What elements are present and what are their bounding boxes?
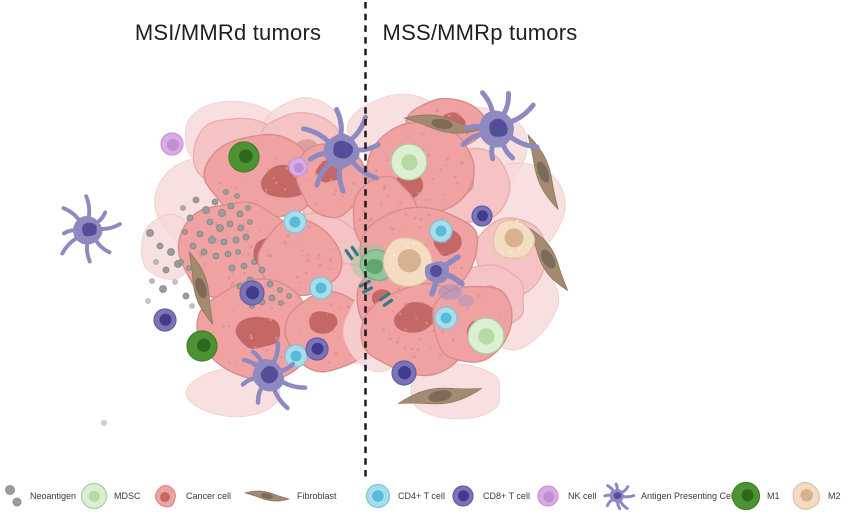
right-panel-title: MSS/MMRp tumors	[382, 20, 578, 45]
legend-label-cancer: Cancer cell	[186, 491, 232, 501]
legend-item-cancer: Cancer cell	[152, 478, 231, 514]
legend-label-apc: Antigen Presenting Cell	[641, 491, 736, 501]
receptor-icon	[378, 292, 394, 307]
cd4-cell	[434, 306, 458, 330]
legend-item-fibroblast: Fibroblast	[243, 478, 337, 514]
apc-cells	[60, 90, 540, 411]
neoantigen-dots	[101, 189, 292, 426]
legend-label-mdsc: MDSC	[114, 491, 141, 501]
cd4-cell	[309, 276, 333, 300]
apc-icon	[603, 482, 635, 511]
fibroblast	[397, 387, 483, 405]
legend-label-neoantigen: Neoantigen	[30, 491, 77, 501]
m2-cell	[492, 219, 536, 259]
interaction-cluster	[344, 237, 474, 307]
mdsc-icon	[80, 482, 108, 510]
nk-cell	[160, 132, 184, 156]
legend-label-m2: M2	[828, 491, 841, 501]
fibroblast	[527, 133, 559, 211]
antigen-presenting-cell	[60, 194, 122, 264]
cancer-icon	[154, 484, 176, 508]
legend-label-fibroblast: Fibroblast	[297, 491, 337, 501]
cd8-cell	[153, 308, 177, 332]
cd8-cell	[305, 337, 329, 361]
nk-icon-shape	[537, 485, 559, 507]
legend-label-nk: NK cell	[568, 491, 597, 501]
m1-icon-shape	[731, 481, 761, 511]
cd4-cell	[284, 344, 308, 368]
cd8-cell	[471, 205, 493, 227]
legend-item-nk: NK cell	[534, 478, 597, 514]
m2-icon	[792, 481, 820, 510]
legend-item-m2: M2	[790, 478, 841, 514]
legend-item-mdsc: MDSC	[80, 478, 141, 514]
mdsc-cell	[467, 317, 505, 355]
mdsc-cell	[390, 143, 428, 181]
legend-item-cd8: CD8+ T cell	[449, 478, 530, 514]
cd8-cell	[391, 360, 417, 386]
fibroblast-icon	[243, 490, 291, 502]
nk-icon	[537, 485, 559, 507]
fibroblast	[188, 250, 214, 326]
cd4-cell	[283, 210, 307, 234]
m2-macrophage	[382, 237, 433, 287]
neoantigen-icon	[5, 485, 22, 507]
m2-icon-shape	[792, 481, 820, 510]
cd8-cell	[239, 280, 265, 306]
cd4-icon	[365, 483, 391, 509]
legend-label-cd4: CD4+ T cell	[398, 491, 445, 501]
legend-label-cd8: CD8+ T cell	[483, 491, 530, 501]
antigen-presenting-cell	[301, 106, 381, 194]
receptor-icon	[344, 245, 359, 261]
antigen-presenting-cell	[460, 90, 540, 162]
fibroblast	[243, 490, 291, 502]
nk-cell	[288, 157, 308, 177]
mdsc-icon-shape	[80, 482, 108, 510]
m1-cell	[186, 330, 218, 362]
left-panel-title: MSI/MMRd tumors	[134, 20, 322, 45]
m1-icon	[731, 481, 761, 511]
fibroblast	[403, 114, 481, 134]
cd4-icon-shape	[365, 483, 391, 509]
legend-bar: Neoantigen MDSC Cancer cell Fibroblast CD4+ …	[0, 478, 850, 516]
fibroblasts	[188, 114, 569, 405]
legend-item-m1: M1	[731, 478, 780, 514]
immune-cells	[153, 132, 536, 386]
legend-item-apc: Antigen Presenting Cell	[599, 478, 735, 514]
legend-item-neoantigen: Neoantigen	[4, 478, 76, 514]
antigen-presenting-cell	[603, 482, 635, 511]
legend-label-m1: M1	[767, 491, 780, 501]
m1-cell	[228, 141, 260, 173]
cd8-icon-shape	[452, 485, 474, 507]
antigen-presenting-cell	[240, 340, 308, 411]
legend-item-cd4: CD4+ T cell	[364, 478, 445, 514]
cd4-cell	[429, 219, 453, 243]
cd8-icon	[452, 485, 474, 507]
